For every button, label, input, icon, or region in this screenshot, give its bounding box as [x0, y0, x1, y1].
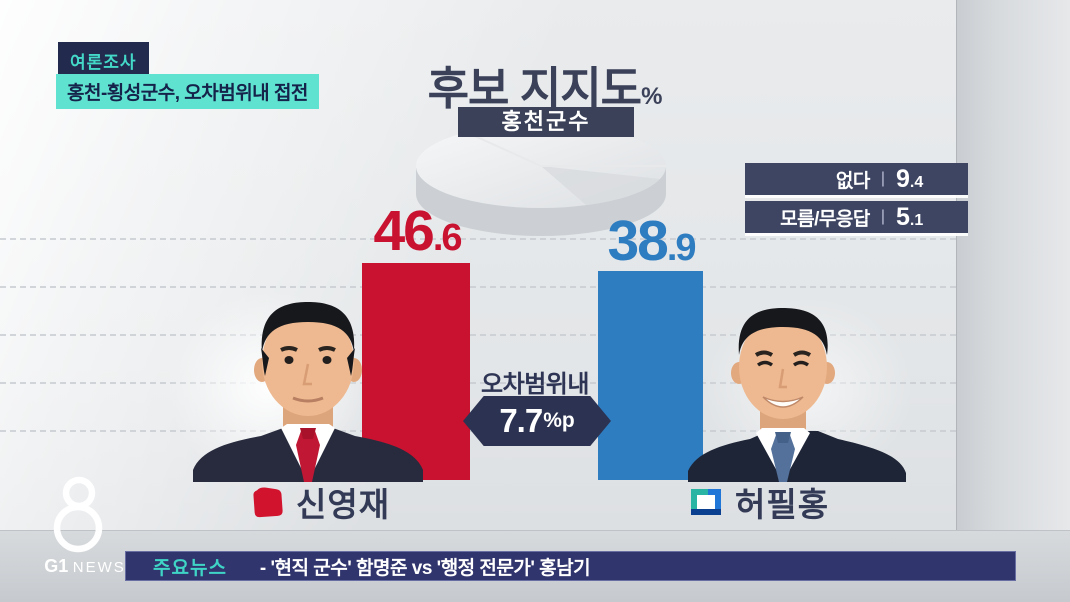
channel-8-logo-icon: [53, 476, 103, 553]
stat-value-int: 9: [896, 164, 910, 193]
title-unit: %: [641, 83, 663, 110]
ticker-label: 주요뉴스: [153, 557, 227, 579]
news-ticker: 주요뉴스 - '현직 군수' 함명준 vs '행정 전문가' 홍남기: [125, 551, 1016, 581]
gap-label: 오차범위내: [452, 364, 618, 399]
candidate-2-name: 허필홍: [735, 486, 830, 523]
value-dec: .9: [666, 227, 697, 269]
gap-label-text: 오차범위내: [481, 371, 589, 398]
g1-news-logo: G1 NEWS: [38, 556, 132, 577]
stat-separator: |: [880, 170, 885, 187]
bar-value-candidate-2: 38.9: [586, 208, 716, 274]
title-text: 후보 지지도: [427, 63, 643, 114]
stat-separator: |: [880, 208, 885, 225]
stat-value-int: 5: [896, 202, 910, 231]
pie-chart-decoration-icon: [416, 124, 666, 236]
value-int: 46: [373, 199, 434, 263]
right-panel-background: [956, 0, 1070, 531]
stat-label: 모름/무응답: [780, 208, 870, 230]
stat-label: 없다: [835, 170, 870, 192]
candidate-1-label-row: 신영재: [251, 478, 390, 526]
value-int: 38: [607, 209, 668, 273]
bar-value-candidate-1: 46.6: [352, 198, 482, 264]
gap-value-badge: 7.7 %p: [463, 396, 611, 446]
headline-badge: 홍천-횡성군수, 오차범위내 접전: [56, 74, 319, 109]
stat-row-no-answer: 모름/무응답 | 5.1: [745, 201, 968, 233]
poll-badge-label: 여론조사: [70, 53, 137, 72]
gridline: [0, 238, 956, 240]
race-label: 홍천군수: [501, 109, 591, 134]
candidate-photo-left: [193, 302, 423, 482]
news-logo-text: NEWS: [72, 559, 126, 576]
gridline: [0, 382, 956, 384]
candidate-2-label-row: 허필홍: [688, 478, 829, 526]
gap-value: 7.7: [499, 402, 543, 439]
blue-party-logo-icon: [691, 489, 721, 515]
stat-value-dec: .1: [909, 211, 924, 229]
stat-row-none: 없다 | 9.4: [745, 163, 968, 195]
poll-badge: 여론조사: [58, 42, 149, 79]
bar-candidate-2: [598, 271, 703, 480]
candidate-1-name: 신영재: [296, 486, 391, 523]
ticker-headline: - '현직 군수' 함명준 vs '행정 전문가' 홍남기: [259, 557, 591, 579]
candidate-photo-right: [688, 308, 906, 482]
headline-badge-label: 홍천-횡성군수, 오차범위내 접전: [67, 83, 308, 104]
g1-logo-text: G1: [44, 556, 69, 576]
gridline: [0, 334, 956, 336]
page-title: 후보 지지도%: [395, 52, 695, 117]
race-label-box: 홍천군수: [458, 107, 634, 137]
gap-unit: %p: [543, 409, 575, 432]
stat-value: 5.1: [896, 203, 968, 232]
value-dec: .6: [432, 217, 463, 259]
stat-value-dec: .4: [909, 173, 924, 191]
red-party-logo-icon: [253, 487, 283, 517]
gridline: [0, 286, 956, 288]
stat-value: 9.4: [896, 165, 968, 194]
